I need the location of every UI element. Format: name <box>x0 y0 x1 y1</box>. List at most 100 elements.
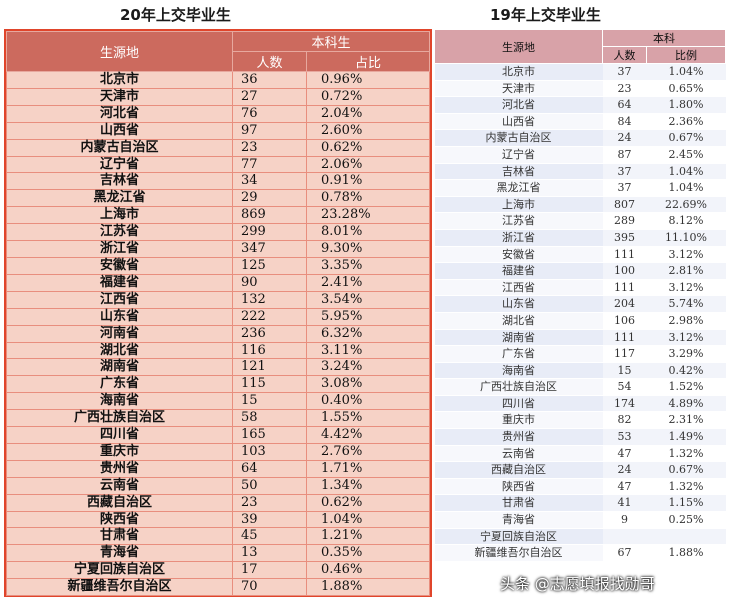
cell-region: 四川省 <box>6 426 233 444</box>
cell-count: 236 <box>232 324 307 343</box>
table-2019: 生源地 本科 人数 比例 北京市 37 1.04% 天津市 23 0.65% 河北省 64 1.… <box>434 29 726 603</box>
cell-count: 70 <box>232 578 307 597</box>
cell-region: 广西壮族自治区 <box>434 378 603 396</box>
header-group: 本科生 <box>232 31 430 52</box>
cell-count: 103 <box>232 442 307 461</box>
cell-count: 395 <box>602 229 647 247</box>
table-row: 广东省 115 3.08% <box>6 375 430 394</box>
table-row: 浙江省 395 11.10% <box>434 229 726 247</box>
cell-count: 204 <box>602 295 647 313</box>
cell-count: 121 <box>232 358 307 377</box>
cell-region: 北京市 <box>6 71 233 89</box>
header-count: 人数 <box>602 46 647 64</box>
table-row: 黑龙江省 29 0.78% <box>6 189 430 208</box>
cell-ratio: 0.72% <box>306 87 430 106</box>
cell-count: 106 <box>602 312 647 330</box>
table-row: 北京市 36 0.96% <box>6 71 430 89</box>
cell-count: 24 <box>602 129 647 147</box>
cell-ratio: 8.01% <box>306 223 430 242</box>
cell-ratio: 1.04% <box>646 179 726 197</box>
cell-count: 54 <box>602 378 647 396</box>
cell-ratio: 0.62% <box>306 138 430 157</box>
table-row: 河南省 236 6.32% <box>6 324 430 343</box>
cell-region: 黑龙江省 <box>434 179 603 197</box>
table-row: 贵州省 64 1.71% <box>6 459 430 478</box>
cell-count: 58 <box>232 409 307 428</box>
table-row: 江苏省 299 8.01% <box>6 223 430 242</box>
cell-ratio: 11.10% <box>646 229 726 247</box>
cell-region: 吉林省 <box>6 172 233 191</box>
cell-region: 天津市 <box>434 80 603 98</box>
cell-ratio: 2.41% <box>306 273 430 292</box>
cell-region: 江苏省 <box>6 223 233 242</box>
cell-ratio: 3.12% <box>646 279 726 297</box>
cell-ratio: 0.46% <box>306 561 430 580</box>
table-row: 天津市 23 0.65% <box>434 80 726 98</box>
cell-count: 87 <box>602 146 647 164</box>
cell-region: 西藏自治区 <box>6 493 233 512</box>
cell-ratio: 22.69% <box>646 196 726 214</box>
cell-region: 重庆市 <box>434 411 603 430</box>
cell-region: 四川省 <box>434 395 603 413</box>
table-row: 陕西省 39 1.04% <box>6 510 430 529</box>
cell-count: 27 <box>232 87 307 106</box>
cell-count: 222 <box>232 307 307 326</box>
cell-ratio: 1.88% <box>646 544 726 562</box>
cell-count: 100 <box>602 262 647 280</box>
cell-count: 299 <box>232 223 307 242</box>
cell-region: 陕西省 <box>434 478 603 496</box>
cell-region: 云南省 <box>434 445 603 463</box>
header-count: 人数 <box>232 51 307 72</box>
cell-count: 869 <box>232 206 307 225</box>
table-row: 安徽省 111 3.12% <box>434 246 726 264</box>
cell-ratio: 2.76% <box>306 442 430 461</box>
cell-region: 广西壮族自治区 <box>6 409 233 428</box>
cell-ratio: 1.04% <box>646 163 726 181</box>
cell-count: 117 <box>602 345 647 363</box>
table-row: 福建省 100 2.81% <box>434 262 726 280</box>
cell-region: 辽宁省 <box>434 146 603 164</box>
cell-ratio: 9.30% <box>306 240 430 258</box>
table-row: 湖北省 106 2.98% <box>434 312 726 330</box>
cell-count: 67 <box>602 544 647 562</box>
table-row: 广西壮族自治区 58 1.55% <box>6 409 430 428</box>
table-row: 宁夏回族自治区 17 0.46% <box>6 561 430 580</box>
cell-region: 广东省 <box>434 345 603 363</box>
cell-ratio: 3.24% <box>306 358 430 377</box>
cell-region: 辽宁省 <box>6 155 233 174</box>
table-row: 江西省 132 3.54% <box>6 290 430 309</box>
cell-ratio: 1.80% <box>646 96 726 114</box>
table-row: 云南省 50 1.34% <box>6 476 430 495</box>
table-row: 青海省 9 0.25% <box>434 511 726 529</box>
cell-region: 河北省 <box>6 104 233 123</box>
header-group: 本科 <box>602 29 726 47</box>
cell-count: 23 <box>232 493 307 512</box>
cell-ratio: 0.67% <box>646 129 726 147</box>
table-row: 上海市 807 22.69% <box>434 196 726 214</box>
table-row: 重庆市 82 2.31% <box>434 411 726 430</box>
table-row: 广东省 117 3.29% <box>434 345 726 363</box>
cell-ratio: 0.35% <box>306 544 430 563</box>
cell-count <box>602 528 647 546</box>
cell-region: 福建省 <box>434 262 603 280</box>
cell-count: 132 <box>232 290 307 309</box>
table-row: 湖北省 116 3.11% <box>6 341 430 360</box>
cell-count: 90 <box>232 273 307 292</box>
cell-region: 新疆维吾尔自治区 <box>434 544 603 562</box>
cell-region: 青海省 <box>6 544 233 563</box>
title-2019: 19年上交毕业生 <box>490 6 601 24</box>
cell-ratio: 1.49% <box>646 428 726 446</box>
cell-region: 黑龙江省 <box>6 189 233 208</box>
cell-region: 贵州省 <box>434 428 603 446</box>
cell-ratio: 0.65% <box>646 80 726 98</box>
cell-region: 河南省 <box>6 324 233 343</box>
cell-count: 13 <box>232 544 307 563</box>
cell-region: 贵州省 <box>6 459 233 478</box>
table-row: 内蒙古自治区 24 0.67% <box>434 129 726 147</box>
cell-region: 海南省 <box>434 362 603 380</box>
table-2020: 生源地 本科生 人数 占比 北京市 36 0.96% 天津市 27 0.72% 河北省 76 2… <box>4 29 432 597</box>
cell-region: 福建省 <box>6 273 233 292</box>
table-row: 河北省 76 2.04% <box>6 104 430 123</box>
table-row: 新疆维吾尔自治区 67 1.88% <box>434 544 726 562</box>
cell-region: 浙江省 <box>6 240 233 258</box>
